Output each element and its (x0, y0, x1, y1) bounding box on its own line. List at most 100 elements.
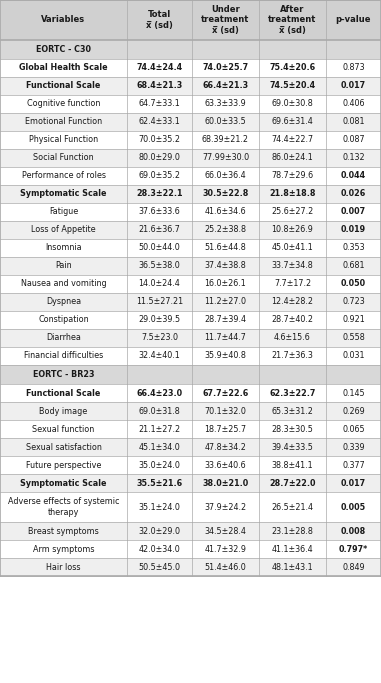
Text: EORTC - BR23: EORTC - BR23 (33, 370, 94, 379)
Text: 28.3±22.1: 28.3±22.1 (136, 189, 183, 199)
Text: Future perspective: Future perspective (26, 460, 101, 469)
Text: Sexual satisfaction: Sexual satisfaction (26, 443, 101, 451)
Bar (0, 474, 381, 492)
Text: Nausea and vomiting: Nausea and vomiting (21, 279, 106, 288)
Text: 28.7±22.0: 28.7±22.0 (269, 479, 316, 488)
Text: 11.2±27.0: 11.2±27.0 (205, 298, 247, 307)
Text: 74.5±20.4: 74.5±20.4 (269, 81, 315, 91)
Bar (0, 77, 381, 95)
Text: Diarrhea: Diarrhea (46, 333, 81, 342)
Text: 50.5±45.0: 50.5±45.0 (139, 563, 181, 572)
Text: 18.7±25.7: 18.7±25.7 (205, 425, 247, 434)
Text: 35.0±24.0: 35.0±24.0 (139, 460, 181, 469)
Text: 0.132: 0.132 (342, 154, 365, 163)
Text: 28.7±40.2: 28.7±40.2 (272, 316, 314, 324)
Text: 0.873: 0.873 (342, 64, 365, 72)
Text: 77.99±30.0: 77.99±30.0 (202, 154, 249, 163)
Bar (0, 275, 381, 293)
Text: 37.9±24.2: 37.9±24.2 (205, 503, 247, 512)
Text: 66.4±23.0: 66.4±23.0 (136, 389, 182, 398)
Bar (0, 257, 381, 275)
Text: 63.3±33.9: 63.3±33.9 (205, 100, 247, 109)
Text: Functional Scale: Functional Scale (26, 81, 101, 91)
Text: Cognitive function: Cognitive function (27, 100, 100, 109)
Text: 66.4±21.3: 66.4±21.3 (202, 81, 248, 91)
Bar (0, 149, 381, 167)
Text: Insomnia: Insomnia (45, 244, 82, 253)
Text: Arm symptoms: Arm symptoms (33, 544, 94, 553)
Text: 25.2±38.8: 25.2±38.8 (205, 225, 247, 234)
Text: 12.4±28.2: 12.4±28.2 (272, 298, 314, 307)
Text: 34.5±28.4: 34.5±28.4 (205, 527, 247, 535)
Text: 70.0±35.2: 70.0±35.2 (139, 135, 181, 145)
Text: Dyspnea: Dyspnea (46, 298, 81, 307)
Text: 0.065: 0.065 (342, 425, 365, 434)
Text: 75.4±20.6: 75.4±20.6 (269, 64, 315, 72)
Text: 0.921: 0.921 (342, 316, 365, 324)
Text: Performance of roles: Performance of roles (21, 171, 106, 180)
Bar (0, 239, 381, 257)
Text: 0.377: 0.377 (342, 460, 365, 469)
Text: Under
treatment
x̅ (sd): Under treatment x̅ (sd) (201, 5, 250, 36)
Text: 28.7±39.4: 28.7±39.4 (205, 316, 247, 324)
Text: 21.6±36.7: 21.6±36.7 (139, 225, 181, 234)
Text: 38.8±41.1: 38.8±41.1 (272, 460, 313, 469)
Bar (0, 0, 381, 40)
Text: 70.1±32.0: 70.1±32.0 (205, 406, 247, 415)
Text: 35.9±40.8: 35.9±40.8 (205, 352, 247, 361)
Text: 0.026: 0.026 (341, 189, 366, 199)
Text: 0.050: 0.050 (341, 279, 366, 288)
Text: 0.007: 0.007 (341, 208, 366, 217)
Text: 38.0±21.0: 38.0±21.0 (202, 479, 249, 488)
Text: 7.5±23.0: 7.5±23.0 (141, 333, 178, 342)
Text: 0.558: 0.558 (342, 333, 365, 342)
Text: 0.031: 0.031 (342, 352, 365, 361)
Bar (0, 384, 381, 402)
Text: Fatigue: Fatigue (49, 208, 78, 217)
Text: 74.4±24.4: 74.4±24.4 (136, 64, 182, 72)
Text: 11.7±44.7: 11.7±44.7 (205, 333, 247, 342)
Text: Social Function: Social Function (33, 154, 94, 163)
Text: 4.6±15.6: 4.6±15.6 (274, 333, 311, 342)
Text: 32.4±40.1: 32.4±40.1 (139, 352, 180, 361)
Text: 7.7±17.2: 7.7±17.2 (274, 279, 311, 288)
Text: 36.5±38.0: 36.5±38.0 (139, 262, 180, 270)
Text: Functional Scale: Functional Scale (26, 389, 101, 398)
Bar (0, 167, 381, 185)
Text: 68.39±21.2: 68.39±21.2 (202, 135, 249, 145)
Text: Hair loss: Hair loss (46, 563, 81, 572)
Text: Adverse effects of systemic
therapy: Adverse effects of systemic therapy (8, 497, 119, 517)
Text: 0.087: 0.087 (342, 135, 365, 145)
Text: 35.1±24.0: 35.1±24.0 (139, 503, 181, 512)
Text: 0.017: 0.017 (341, 479, 366, 488)
Text: p-value: p-value (336, 16, 371, 25)
Text: 33.7±34.8: 33.7±34.8 (272, 262, 314, 270)
Text: Variables: Variables (42, 16, 86, 25)
Text: 45.0±41.1: 45.0±41.1 (272, 244, 314, 253)
Bar (0, 185, 381, 203)
Text: 50.0±44.0: 50.0±44.0 (139, 244, 180, 253)
Text: Financial difficulties: Financial difficulties (24, 352, 103, 361)
Text: 41.1±36.4: 41.1±36.4 (272, 544, 313, 553)
Text: 68.4±21.3: 68.4±21.3 (136, 81, 182, 91)
Text: 23.1±28.8: 23.1±28.8 (272, 527, 314, 535)
Text: 0.269: 0.269 (342, 406, 365, 415)
Bar (0, 311, 381, 329)
Text: 0.145: 0.145 (342, 389, 365, 398)
Text: 39.4±33.5: 39.4±33.5 (272, 443, 314, 451)
Bar (0, 456, 381, 474)
Text: 14.0±24.4: 14.0±24.4 (139, 279, 180, 288)
Bar (0, 59, 381, 77)
Text: After
treatment
x̅ (sd): After treatment x̅ (sd) (268, 5, 317, 36)
Bar (0, 40, 381, 59)
Text: Sexual function: Sexual function (32, 425, 94, 434)
Text: Loss of Appetite: Loss of Appetite (31, 225, 96, 234)
Text: 30.5±22.8: 30.5±22.8 (202, 189, 249, 199)
Text: 69.6±31.4: 69.6±31.4 (272, 117, 314, 126)
Bar (0, 221, 381, 239)
Text: Physical Function: Physical Function (29, 135, 98, 145)
Bar (0, 329, 381, 347)
Text: 33.6±40.6: 33.6±40.6 (205, 460, 246, 469)
Text: Symptomatic Scale: Symptomatic Scale (20, 479, 107, 488)
Text: 48.1±43.1: 48.1±43.1 (272, 563, 313, 572)
